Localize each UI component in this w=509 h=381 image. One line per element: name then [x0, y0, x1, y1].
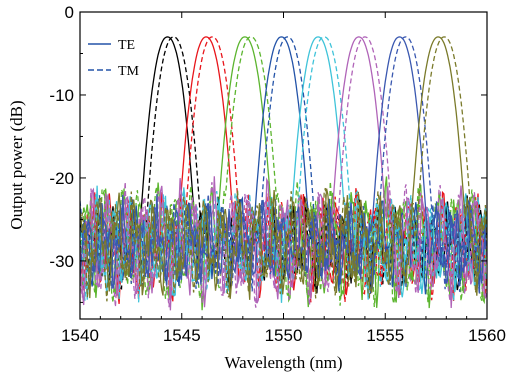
x-tick-label: 1560 [468, 326, 506, 345]
legend-label-te: TE [118, 38, 135, 53]
legend: TE TM [88, 38, 140, 79]
y-tick-label: -20 [49, 169, 74, 188]
x-tick-label: 1555 [366, 326, 404, 345]
series-line-6-te [80, 36, 487, 311]
y-tick-label: 0 [65, 3, 74, 22]
ticks-layer: 1540 1545 1550 1555 1560 0 -10 -20 -30 [49, 3, 505, 345]
series-line-8-tm [80, 36, 487, 302]
x-tick-label: 1540 [61, 326, 99, 345]
series-line-6-tm [80, 36, 487, 308]
x-tick-label: 1545 [163, 326, 201, 345]
series-layer [80, 36, 487, 311]
y-axis-label: Output power (dB) [7, 100, 26, 229]
x-axis-label: Wavelength (nm) [224, 353, 342, 372]
x-tick-label: 1550 [265, 326, 303, 345]
y-tick-label: -30 [49, 252, 74, 271]
series-line-8-te [80, 36, 487, 300]
y-tick-label: -10 [49, 86, 74, 105]
legend-label-tm: TM [118, 64, 140, 79]
